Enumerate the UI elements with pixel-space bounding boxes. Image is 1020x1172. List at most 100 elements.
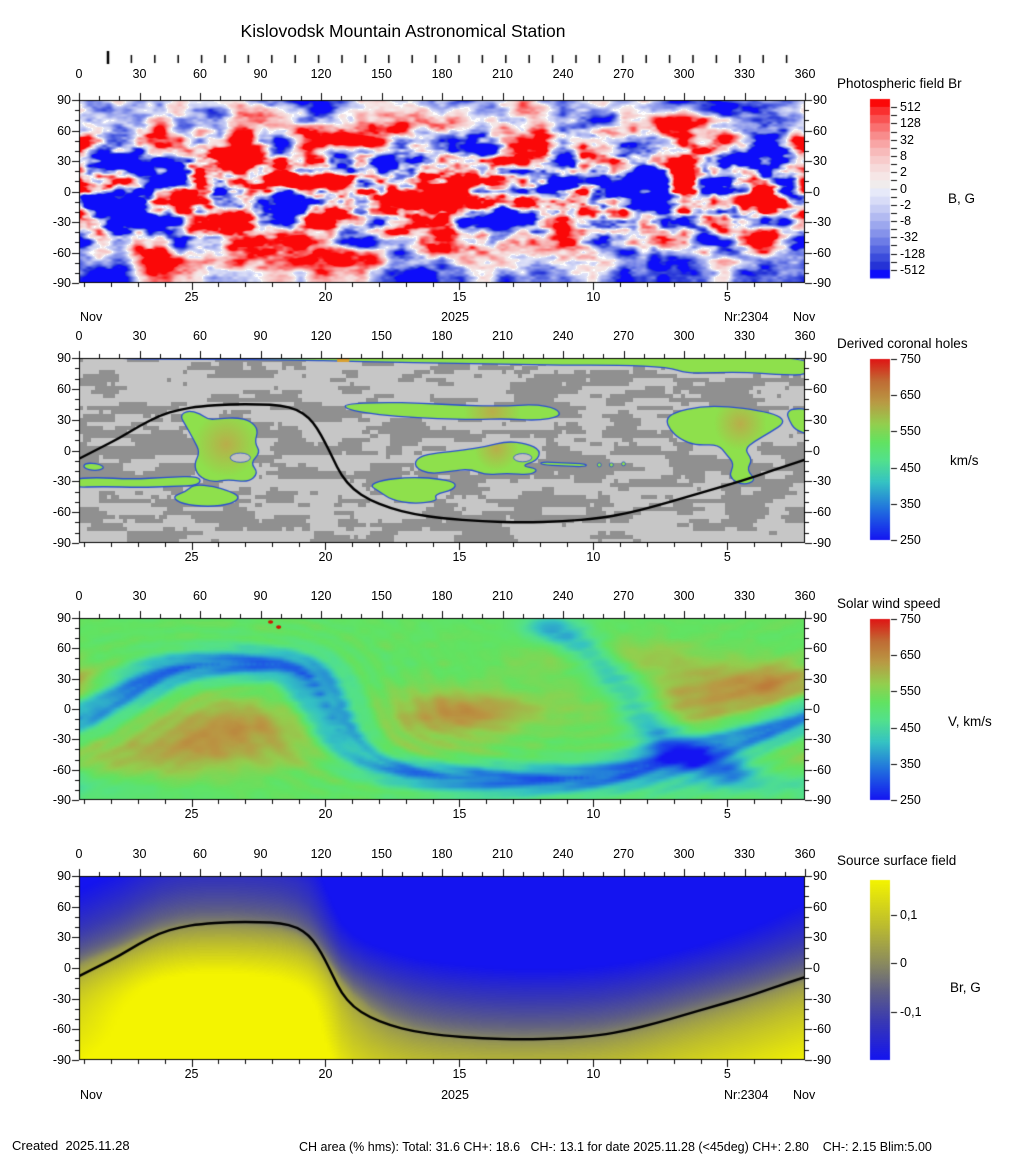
cb2-tick-label: 350	[900, 496, 921, 511]
date-tick-label: 20	[318, 290, 333, 304]
lon-tick-label: 120	[310, 847, 332, 861]
lat-tick-label-right: -30	[813, 991, 832, 1006]
date-tick-label: 10	[586, 1067, 601, 1081]
lon-tick-label: 360	[794, 329, 816, 343]
lon-tick-label: 0	[75, 329, 83, 343]
unit-label-kms: km/s	[950, 453, 979, 468]
lat-tick-label-right: -90	[813, 536, 832, 550]
date-tick-label: 5	[723, 807, 731, 821]
lat-tick-label-left: 30	[57, 930, 71, 945]
lat-tick-label-left: -90	[52, 536, 71, 550]
month-label-left: Nov	[80, 310, 103, 324]
footer-ch-area: CH area (% hms): Total: 31.6 CH+: 18.6 C…	[299, 1140, 932, 1154]
cb1-tick-label: -2	[900, 197, 912, 212]
cb3-tick-label: 550	[900, 684, 921, 699]
month-label-left: Nov	[80, 1088, 103, 1102]
lat-tick-label-left: 90	[57, 93, 71, 107]
lon-tick-label: 120	[310, 329, 332, 343]
cb3-tick-label: 650	[900, 648, 921, 663]
lat-tick-label-right: 30	[813, 671, 827, 686]
lat-tick-label-right: 0	[813, 184, 820, 199]
lat-tick-label-left: 30	[57, 671, 71, 686]
lat-tick-label-left: -60	[52, 1022, 71, 1037]
lat-tick-label-left: 0	[64, 184, 71, 199]
lat-tick-label-left: 90	[57, 351, 71, 365]
lon-tick-label: 180	[431, 67, 453, 81]
unit-label-v-kms: V, km/s	[948, 714, 992, 729]
lon-tick-label: 30	[132, 329, 147, 343]
unit-label-br-g: Br, G	[950, 980, 981, 995]
lat-tick-label-right: 60	[813, 381, 827, 396]
lat-tick-label-left: -60	[52, 245, 71, 260]
colorbar-title-source-surface: Source surface field	[837, 853, 957, 868]
date-tick-label: 10	[586, 807, 601, 821]
lat-tick-label-right: 90	[813, 869, 827, 883]
lat-tick-label-right: -90	[813, 276, 832, 290]
lon-tick-label: 0	[75, 847, 83, 861]
date-tick-label: 15	[452, 550, 467, 564]
lon-tick-label: 360	[794, 67, 816, 81]
lon-tick-label: 30	[132, 589, 147, 603]
lat-tick-label-right: 0	[813, 961, 820, 975]
footer-created: Created 2025.11.28	[12, 1138, 130, 1153]
cb4-tick-label: -0,1	[900, 1005, 922, 1020]
cb1-tick-label: -512	[900, 262, 926, 277]
lat-tick-label-left: -30	[52, 215, 71, 229]
lon-tick-label: 180	[431, 847, 453, 861]
lon-tick-label: 210	[492, 847, 513, 861]
lon-tick-label: 240	[552, 589, 574, 603]
date-tick-label: 5	[723, 550, 731, 564]
lon-tick-label: 240	[552, 67, 574, 81]
date-tick-label: 5	[723, 1067, 731, 1081]
date-tick-label: 10	[586, 550, 601, 564]
cb1-tick-label: 512	[900, 100, 921, 115]
lon-tick-label: 210	[492, 67, 513, 81]
colorbar-title-photospheric: Photospheric field Br	[837, 76, 962, 91]
lat-tick-label-left: 60	[57, 381, 71, 396]
lon-tick-label: 210	[492, 589, 513, 603]
lon-tick-label: 180	[431, 589, 453, 603]
lat-tick-label-right: -90	[813, 793, 832, 807]
lat-tick-label-left: -30	[52, 991, 71, 1006]
colorbar-title-coronal-holes: Derived coronal holes	[837, 336, 968, 351]
cb1-tick-label: -8	[900, 214, 912, 229]
lon-tick-label: 300	[673, 67, 695, 81]
date-tick-label: 25	[184, 807, 199, 821]
lon-tick-label: 90	[253, 329, 268, 343]
cb2-tick-label: 650	[900, 388, 921, 403]
lat-tick-label-right: 0	[813, 702, 820, 716]
cb2-tick-label: 250	[900, 533, 921, 547]
lat-tick-label-left: -90	[52, 1053, 71, 1067]
rotation-number-label: Nr:2304	[724, 1088, 769, 1102]
lon-tick-label: 330	[734, 67, 755, 81]
lon-tick-label: 270	[613, 67, 634, 81]
lat-tick-label-right: -60	[813, 1022, 832, 1037]
lon-tick-label: 30	[132, 847, 147, 861]
cb3-tick-label: 350	[900, 756, 921, 771]
lon-tick-label: 120	[310, 67, 332, 81]
lon-tick-label: 210	[492, 329, 513, 343]
lon-tick-label: 0	[75, 589, 83, 603]
lat-tick-label-right: 30	[813, 930, 827, 945]
cb1-tick-label: -128	[900, 246, 926, 261]
lat-tick-label-left: -30	[52, 732, 71, 747]
lon-tick-label: 120	[310, 589, 332, 603]
lat-tick-label-left: 60	[57, 899, 71, 914]
cb1-tick-label: 32	[900, 132, 914, 147]
lat-tick-label-left: -30	[52, 474, 71, 489]
lon-tick-label: 150	[371, 847, 392, 861]
year-label: 2025	[441, 1088, 469, 1102]
lat-tick-label-right: 30	[813, 412, 827, 427]
lat-tick-label-left: 0	[64, 443, 71, 458]
lat-tick-label-right: 60	[813, 641, 827, 656]
lat-tick-label-left: 60	[57, 123, 71, 138]
lat-tick-label-left: -90	[52, 793, 71, 807]
lat-tick-label-right: -60	[813, 505, 832, 520]
lat-tick-label-right: -30	[813, 215, 832, 229]
lat-tick-label-left: 90	[57, 869, 71, 883]
lat-tick-label-right: 60	[813, 899, 827, 914]
lat-tick-label-right: -30	[813, 732, 832, 747]
lon-tick-label: 300	[673, 589, 695, 603]
date-tick-label: 5	[723, 290, 731, 304]
